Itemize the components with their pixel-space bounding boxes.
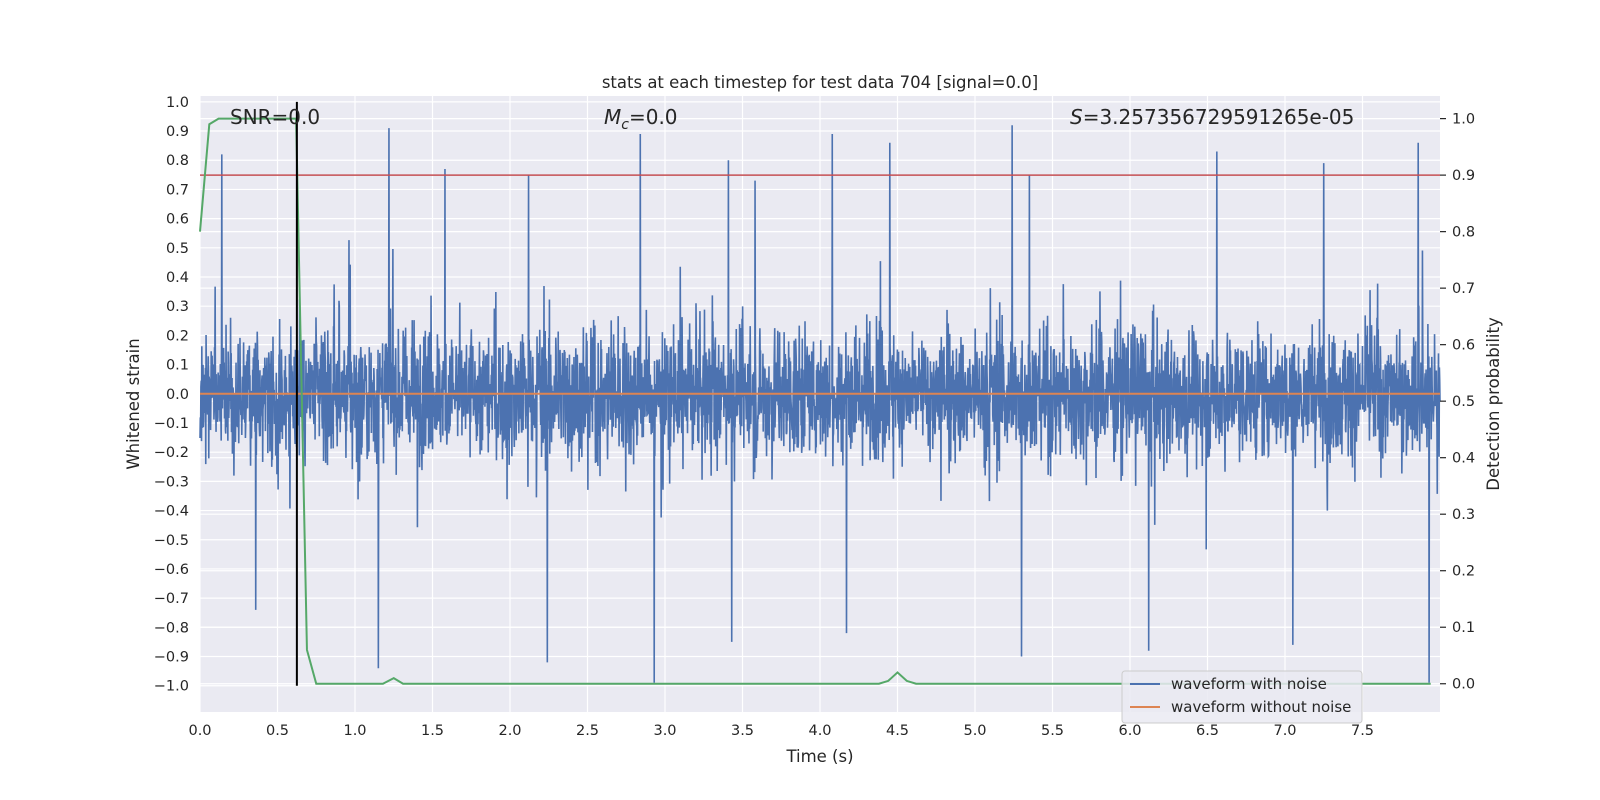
x-tick-label: 2.0 [498, 723, 521, 739]
y-left-tick-label: −0.8 [154, 620, 189, 636]
y-left-tick-label: 0.4 [166, 270, 189, 286]
detection-probability-line [199, 117, 1431, 685]
x-tick-labels: 0.0 0.5 1.0 1.5 2.0 2.5 3.0 3.5 4.0 4.5 5.0 5.5 6.0 6… [188, 723, 1374, 739]
y-axis-label-left: Whitened strain [124, 338, 143, 469]
series-lines [199, 101, 1440, 686]
s-annotation: S=3.257356729591265e-05 [1070, 105, 1354, 129]
y-left-tick-label: −0.9 [154, 650, 189, 666]
y-right-tick-label: 0.8 [1452, 225, 1475, 241]
x-tick-label: 5.5 [1041, 723, 1064, 739]
y-left-tick-label: 0.1 [166, 358, 189, 374]
y-left-tick-label: 0.9 [166, 124, 189, 140]
y-right-tick-label: 0.1 [1452, 620, 1475, 636]
chirp-mass-subscript: c [621, 117, 629, 133]
y-right-tick-label: 0.2 [1452, 564, 1475, 580]
x-tick-label: 2.5 [576, 723, 599, 739]
y-right-tick-label: 0.9 [1452, 168, 1475, 184]
legend-box [1121, 670, 1363, 724]
legend: waveform with noise waveform without noi… [1121, 670, 1363, 724]
x-tick-label: 1.0 [343, 723, 366, 739]
y-left-tick-label: −0.4 [154, 504, 189, 520]
y-right-tick-labels: 1.0 0.9 0.8 0.7 0.6 0.5 0.4 0.3 0.2 0.1 0.0 [1440, 112, 1475, 693]
x-tick-label: 4.0 [808, 723, 831, 739]
chirp-mass-annotation: Mc=0.0 [604, 105, 678, 133]
y-left-tick-label: 0.5 [166, 241, 189, 257]
series-waveform-with-noise [199, 125, 1441, 683]
x-tick-label: 7.5 [1351, 723, 1374, 739]
y-left-tick-label: 0.7 [166, 182, 189, 198]
x-tick-label: 0.5 [266, 723, 289, 739]
x-tick-label: 0.0 [188, 723, 211, 739]
y-left-tick-label: 0.3 [166, 299, 189, 315]
x-tick-label: 4.5 [886, 723, 909, 739]
y-left-tick-label: −0.3 [154, 474, 189, 490]
x-tick-label: 3.5 [731, 723, 754, 739]
x-tick-label: 3.0 [653, 723, 676, 739]
y-left-tick-label: −0.6 [154, 562, 189, 578]
chirp-mass-symbol: M [604, 105, 621, 129]
chart-title: stats at each timestep for test data 704… [602, 73, 1038, 92]
y-right-tick-label: 1.0 [1452, 112, 1475, 128]
s-value: =3.257356729591265e-05 [1083, 105, 1355, 129]
x-tick-label: 6.0 [1118, 723, 1141, 739]
noise-trace [199, 125, 1441, 683]
y-axis-label-right: Detection probability [1484, 317, 1503, 491]
snr-annotation: SNR=0.0 [230, 105, 320, 129]
x-tick-label: 7.0 [1273, 723, 1296, 739]
y-left-tick-label: −1.0 [154, 679, 189, 695]
y-left-tick-label: 1.0 [166, 95, 189, 111]
legend-entry-clean: waveform without noise [1171, 698, 1351, 716]
y-left-tick-label: −0.2 [154, 445, 189, 461]
y-right-tick-label: 0.7 [1452, 281, 1475, 297]
x-tick-label: 1.5 [421, 723, 444, 739]
y-left-tick-label: −0.7 [154, 591, 189, 607]
x-tick-label: 6.5 [1196, 723, 1219, 739]
y-left-tick-label: −0.1 [154, 416, 189, 432]
y-right-tick-label: 0.4 [1452, 451, 1475, 467]
legend-entry-noise: waveform with noise [1171, 675, 1327, 693]
y-right-tick-label: 0.5 [1452, 394, 1475, 410]
y-right-tick-label: 0.3 [1452, 507, 1475, 523]
y-right-tick-label: 0.0 [1452, 677, 1475, 693]
y-left-tick-label: −0.5 [154, 533, 189, 549]
y-right-tick-label: 0.6 [1452, 338, 1475, 354]
y-left-tick-label: 0.8 [166, 153, 189, 169]
chirp-mass-value: =0.0 [629, 105, 678, 129]
y-left-tick-label: 0.6 [166, 212, 189, 228]
y-left-tick-label: 0.2 [166, 328, 189, 344]
s-symbol: S [1070, 105, 1083, 129]
x-tick-label: 5.0 [963, 723, 986, 739]
x-axis-label: Time (s) [785, 747, 853, 766]
y-left-tick-labels: 1.0 0.9 0.8 0.7 0.6 0.5 0.4 0.3 0.2 0.1 0.0 −0.1 −0.… [154, 95, 189, 695]
y-left-tick-label: 0.0 [166, 387, 189, 403]
